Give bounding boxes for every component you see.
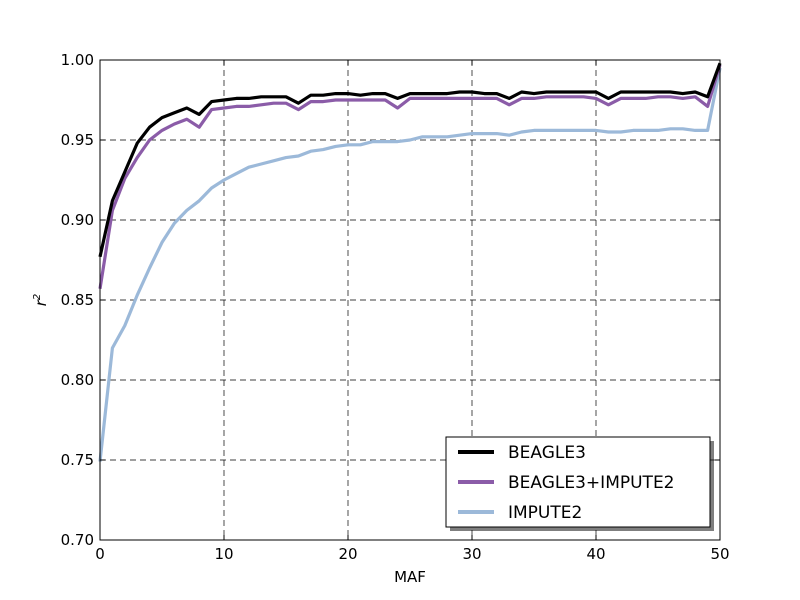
y-axis-label: r2 [32, 294, 50, 307]
x-tick-label: 20 [338, 545, 357, 563]
series-line-impute2 [98, 67, 722, 462]
legend-items: BEAGLE3 BEAGLE3+IMPUTE2 IMPUTE2 [458, 443, 675, 523]
y-tick-label: 0.80 [61, 371, 94, 389]
legend-label: IMPUTE2 [508, 503, 582, 523]
y-tick-label: 0.90 [61, 211, 94, 229]
y-tick-label: 0.75 [61, 451, 94, 469]
x-tick-label: 0 [95, 545, 105, 563]
x-tick-label: 50 [710, 545, 729, 563]
y-tick-label: 0.70 [61, 531, 94, 549]
series-lines [98, 62, 722, 462]
series-line-beagle3-impute2 [98, 64, 722, 290]
x-axis-label: MAF [394, 568, 426, 586]
y-tick-label: 1.00 [61, 51, 94, 69]
y-axis-label-superscript: 2 [32, 294, 43, 300]
y-tick-labels: 0.70 0.75 0.80 0.85 0.90 0.95 1.00 [61, 51, 94, 549]
x-tick-label: 40 [586, 545, 605, 563]
series-line-beagle3 [98, 62, 722, 258]
y-tick-label: 0.95 [61, 131, 94, 149]
y-axis-label-base: r [32, 299, 50, 306]
axis-ticks [99, 59, 721, 541]
legend-label: BEAGLE3+IMPUTE2 [508, 473, 675, 493]
legend-label: BEAGLE3 [508, 443, 586, 463]
x-tick-label: 10 [214, 545, 233, 563]
x-tick-label: 30 [462, 545, 481, 563]
x-tick-labels: 0 10 20 30 40 50 [95, 545, 729, 563]
legend: BEAGLE3 BEAGLE3+IMPUTE2 IMPUTE2 [445, 436, 714, 531]
y-tick-label: 0.85 [61, 291, 94, 309]
